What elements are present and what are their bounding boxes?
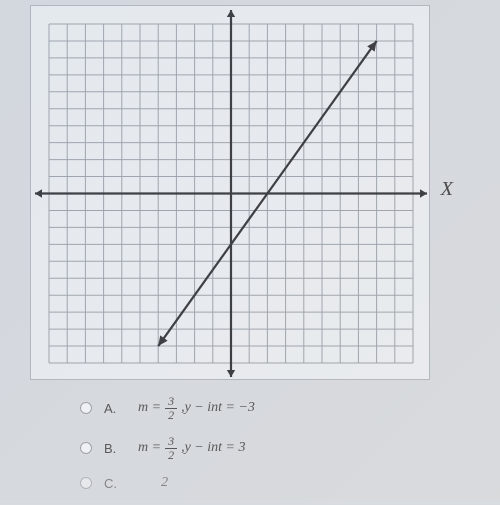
coordinate-graph: X bbox=[30, 5, 430, 380]
radio-icon[interactable] bbox=[80, 402, 92, 414]
answer-row[interactable]: B. m = 3 2 , y − int = 3 bbox=[80, 435, 460, 461]
answer-choices: A. m = 3 2 , y − int = −3 B. m = 3 2 , y… bbox=[80, 395, 460, 505]
radio-icon[interactable] bbox=[80, 477, 92, 489]
answer-math: m = 3 2 , y − int = 3 bbox=[138, 435, 245, 461]
answer-letter: A. bbox=[104, 401, 138, 416]
answer-letter: C. bbox=[104, 476, 138, 491]
graph-svg bbox=[31, 6, 431, 381]
fraction: 3 2 bbox=[165, 435, 177, 461]
fraction: 3 2 bbox=[165, 395, 177, 421]
radio-icon[interactable] bbox=[80, 442, 92, 454]
x-axis-label: X bbox=[441, 178, 453, 201]
answer-math: m = 2 bbox=[138, 475, 168, 491]
answer-letter: B. bbox=[104, 441, 138, 456]
answer-row[interactable]: A. m = 3 2 , y − int = −3 bbox=[80, 395, 460, 421]
answer-math: m = 3 2 , y − int = −3 bbox=[138, 395, 255, 421]
answer-row[interactable]: C. m = 2 bbox=[80, 475, 460, 491]
